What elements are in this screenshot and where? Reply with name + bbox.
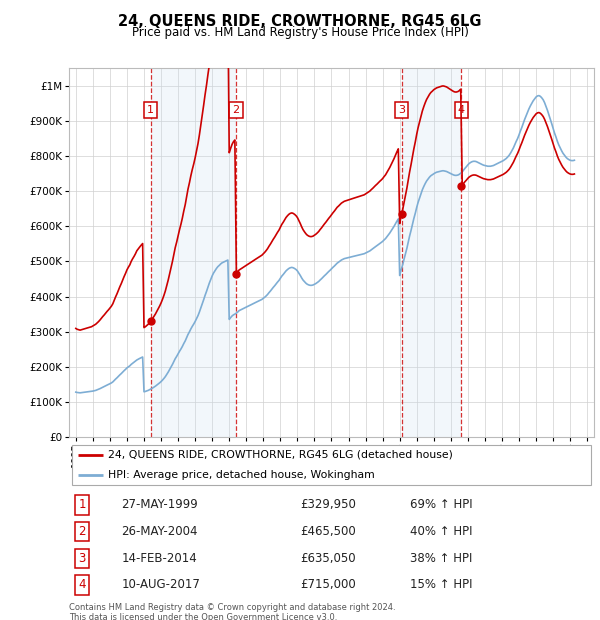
- Bar: [151, 68, 236, 437]
- Text: 2: 2: [232, 105, 239, 115]
- Text: 38% ↑ HPI: 38% ↑ HPI: [410, 552, 473, 565]
- Text: £635,050: £635,050: [300, 552, 356, 565]
- Text: 4: 4: [458, 105, 465, 115]
- Text: 26-MAY-2004: 26-MAY-2004: [121, 525, 198, 538]
- Text: £465,500: £465,500: [300, 525, 356, 538]
- Text: HPI: Average price, detached house, Wokingham: HPI: Average price, detached house, Woki…: [109, 471, 375, 480]
- Text: Contains HM Land Registry data © Crown copyright and database right 2024.
This d: Contains HM Land Registry data © Crown c…: [69, 603, 395, 620]
- Text: 69% ↑ HPI: 69% ↑ HPI: [410, 498, 473, 511]
- Text: 4: 4: [79, 578, 86, 591]
- Text: 1: 1: [79, 498, 86, 511]
- Text: £329,950: £329,950: [300, 498, 356, 511]
- Text: 2: 2: [79, 525, 86, 538]
- Text: 1: 1: [148, 105, 154, 115]
- Text: 24, QUEENS RIDE, CROWTHORNE, RG45 6LG: 24, QUEENS RIDE, CROWTHORNE, RG45 6LG: [118, 14, 482, 29]
- Text: 3: 3: [398, 105, 405, 115]
- Text: 3: 3: [79, 552, 86, 565]
- Text: 40% ↑ HPI: 40% ↑ HPI: [410, 525, 473, 538]
- Text: 15% ↑ HPI: 15% ↑ HPI: [410, 578, 473, 591]
- Text: 14-FEB-2014: 14-FEB-2014: [121, 552, 197, 565]
- Text: Price paid vs. HM Land Registry's House Price Index (HPI): Price paid vs. HM Land Registry's House …: [131, 26, 469, 39]
- FancyBboxPatch shape: [71, 445, 592, 485]
- Text: 24, QUEENS RIDE, CROWTHORNE, RG45 6LG (detached house): 24, QUEENS RIDE, CROWTHORNE, RG45 6LG (d…: [109, 450, 453, 459]
- Text: 10-AUG-2017: 10-AUG-2017: [121, 578, 200, 591]
- Text: £715,000: £715,000: [300, 578, 356, 591]
- Bar: [402, 68, 461, 437]
- Text: 27-MAY-1999: 27-MAY-1999: [121, 498, 198, 511]
